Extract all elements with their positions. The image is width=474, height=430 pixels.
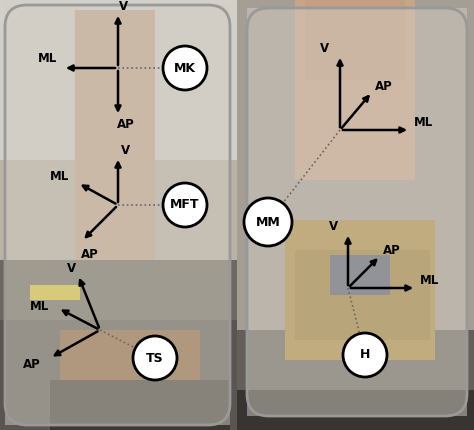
Circle shape bbox=[244, 198, 292, 246]
Text: V: V bbox=[67, 261, 77, 274]
Text: AP: AP bbox=[23, 357, 41, 371]
Text: V: V bbox=[329, 219, 338, 233]
Text: AP: AP bbox=[81, 249, 99, 261]
Text: ML: ML bbox=[38, 52, 58, 64]
Text: MK: MK bbox=[174, 61, 196, 74]
Text: V: V bbox=[119, 0, 128, 12]
Text: V: V bbox=[320, 42, 329, 55]
Text: AP: AP bbox=[383, 243, 401, 257]
Text: ML: ML bbox=[30, 300, 50, 313]
Text: H: H bbox=[360, 348, 370, 362]
Text: TS: TS bbox=[146, 351, 164, 365]
Text: V: V bbox=[121, 144, 130, 157]
Text: MFT: MFT bbox=[170, 199, 200, 212]
Text: MM: MM bbox=[255, 215, 281, 228]
Text: ML: ML bbox=[50, 171, 70, 184]
Text: ML: ML bbox=[420, 273, 439, 286]
Text: AP: AP bbox=[375, 80, 393, 92]
Circle shape bbox=[163, 183, 207, 227]
Circle shape bbox=[343, 333, 387, 377]
Text: AP: AP bbox=[117, 117, 135, 130]
Circle shape bbox=[163, 46, 207, 90]
Circle shape bbox=[133, 336, 177, 380]
Text: ML: ML bbox=[414, 116, 434, 129]
